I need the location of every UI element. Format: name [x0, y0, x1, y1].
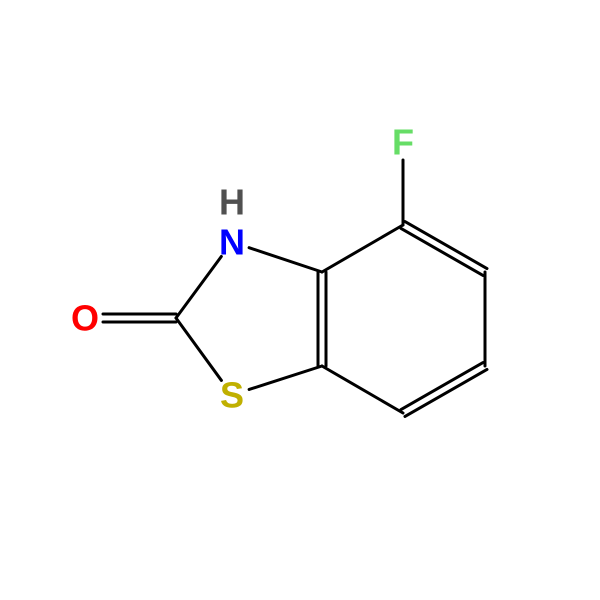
atom-label-n: N	[219, 222, 245, 263]
bond	[401, 363, 483, 410]
atom-label-h: H	[219, 182, 245, 223]
bond	[322, 225, 403, 272]
bond	[176, 256, 221, 318]
bond	[176, 318, 221, 380]
atom-label-s: S	[220, 375, 244, 416]
bond	[401, 228, 483, 275]
bond	[249, 248, 322, 272]
molecule-diagram: O NH S F	[0, 0, 600, 600]
bond	[405, 222, 487, 269]
bond	[322, 366, 403, 413]
bond	[405, 369, 487, 416]
atom-label-f: F	[392, 122, 414, 163]
atom-label-o: O	[71, 298, 99, 339]
bond	[249, 366, 322, 389]
